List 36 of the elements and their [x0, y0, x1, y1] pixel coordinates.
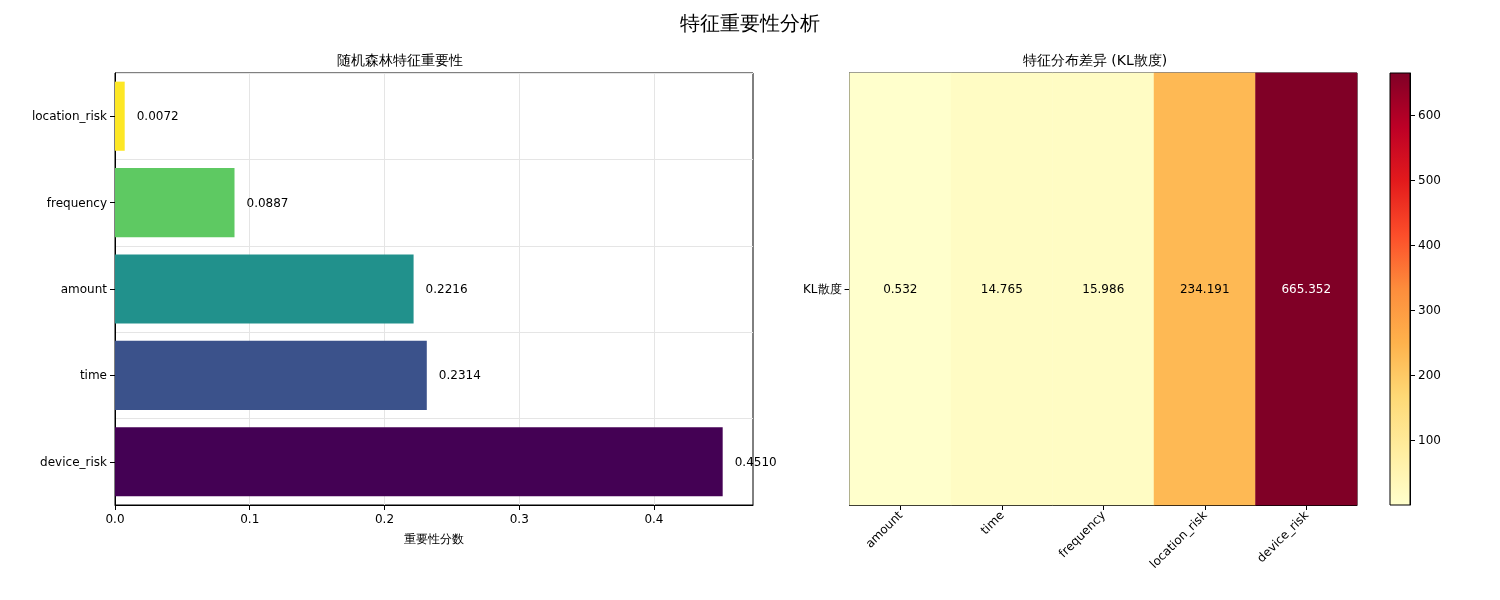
y-tick-label: location_risk	[31, 109, 108, 124]
color-bar-label: 100	[1418, 433, 1441, 448]
y-tick-label: frequency	[46, 195, 107, 210]
color-bar-label: 400	[1418, 238, 1441, 253]
color-bar-label: 200	[1418, 368, 1441, 383]
data-label: 0.2216	[425, 282, 468, 296]
y-tick-label: device_risk	[40, 454, 108, 469]
x-tick-label: 0.4	[644, 512, 664, 526]
y-tick-label: amount	[60, 282, 108, 296]
x-tick-label: 0.0	[105, 512, 125, 526]
x-tick-label: 0.3	[509, 512, 529, 526]
chart-title: 随机森林特征重要性	[337, 52, 463, 68]
data-label: 15.986	[1082, 282, 1125, 296]
bar	[115, 168, 235, 238]
bar	[115, 254, 414, 324]
text: 特征重要性分析	[679, 10, 821, 37]
x-tick-label: 0.1	[240, 512, 260, 526]
bar	[115, 81, 125, 151]
data-label: 0.4510	[734, 454, 777, 469]
data-label: 665.352	[1281, 282, 1332, 296]
data-label: 0.0072	[136, 109, 179, 124]
bar	[115, 427, 723, 497]
data-label: 0.2314	[438, 368, 481, 383]
y-tick-label: KL散度	[802, 282, 842, 296]
data-label: 0.0887	[246, 195, 289, 210]
data-label: 0.532	[883, 282, 918, 296]
x-tick-label: 0.2	[374, 512, 395, 526]
data-label: 14.765	[980, 282, 1023, 296]
chart-title: 特征分布差异 (KL散度)	[1022, 52, 1168, 68]
y-tick-label: time	[79, 368, 107, 383]
color-bar-label: 500	[1418, 173, 1441, 188]
x-axis-title: 重要性分数	[404, 532, 464, 546]
color-bar-label: 600	[1418, 108, 1441, 123]
bar	[115, 340, 427, 410]
data-label: 234.191	[1179, 282, 1230, 296]
color-bar-label: 300	[1418, 303, 1441, 318]
